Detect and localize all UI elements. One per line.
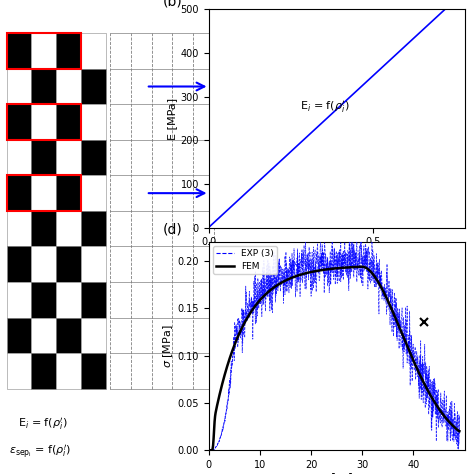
Text: material: material bbox=[212, 98, 253, 108]
Bar bbox=[31, 33, 56, 69]
Bar bbox=[7, 353, 31, 389]
Bar bbox=[7, 246, 31, 282]
Bar bbox=[81, 211, 106, 246]
Bar bbox=[56, 33, 81, 69]
EXP (3) bbox=[350, 235, 356, 240]
EXP (3) bbox=[356, 271, 361, 277]
Bar bbox=[7, 318, 31, 353]
Bar bbox=[56, 318, 81, 353]
Bar bbox=[31, 211, 56, 246]
Bar bbox=[56, 211, 81, 246]
Bar bbox=[7, 33, 81, 69]
Y-axis label: E [MPa]: E [MPa] bbox=[168, 98, 178, 139]
Bar bbox=[7, 175, 31, 211]
Text: material: material bbox=[212, 204, 253, 215]
EXP (3) bbox=[327, 290, 332, 295]
FEM bbox=[355, 264, 361, 270]
Bar bbox=[31, 175, 56, 211]
EXP (3) bbox=[412, 357, 418, 363]
Bar bbox=[81, 140, 106, 175]
X-axis label: $\varepsilon$ [%]: $\varepsilon$ [%] bbox=[320, 472, 353, 474]
Bar bbox=[56, 353, 81, 389]
Text: $\varepsilon_{\rm sep_i}$ = f($\rho_i^{\prime}$): $\varepsilon_{\rm sep_i}$ = f($\rho_i^{\… bbox=[9, 444, 71, 461]
EXP (3) bbox=[456, 433, 462, 438]
Bar bbox=[56, 246, 81, 282]
EXP (3) bbox=[451, 433, 457, 439]
Bar bbox=[81, 246, 106, 282]
Bar bbox=[31, 282, 56, 318]
Text: (b): (b) bbox=[163, 0, 182, 8]
Bar bbox=[81, 318, 106, 353]
Bar bbox=[81, 69, 106, 104]
Bar bbox=[7, 69, 31, 104]
FEM bbox=[456, 428, 462, 434]
Bar bbox=[7, 282, 31, 318]
Text: E$_i$ = f($\rho_i^{\prime}$): E$_i$ = f($\rho_i^{\prime}$) bbox=[18, 416, 67, 432]
Legend: EXP (3), FEM: EXP (3), FEM bbox=[213, 246, 276, 274]
FEM bbox=[359, 264, 365, 270]
Bar bbox=[81, 282, 106, 318]
FEM bbox=[325, 266, 330, 272]
FEM bbox=[206, 447, 211, 453]
Bar bbox=[81, 104, 106, 140]
Bar bbox=[56, 140, 81, 175]
Text: (d): (d) bbox=[163, 222, 182, 237]
Bar bbox=[81, 33, 106, 69]
FEM bbox=[341, 265, 347, 271]
EXP (3) bbox=[341, 252, 347, 258]
Bar bbox=[31, 353, 56, 389]
Bar bbox=[7, 33, 31, 69]
Bar bbox=[7, 211, 31, 246]
Bar bbox=[31, 104, 56, 140]
Bar bbox=[7, 140, 31, 175]
Bar bbox=[56, 175, 81, 211]
Bar bbox=[31, 318, 56, 353]
Bar bbox=[7, 104, 31, 140]
Bar bbox=[7, 104, 81, 140]
Bar bbox=[31, 69, 56, 104]
Y-axis label: $\sigma$ [MPa]: $\sigma$ [MPa] bbox=[161, 324, 174, 368]
Bar bbox=[31, 246, 56, 282]
Text: Soft (0): Soft (0) bbox=[212, 181, 247, 191]
FEM bbox=[327, 266, 332, 272]
Text: Hard (1): Hard (1) bbox=[212, 74, 252, 84]
EXP (3) bbox=[206, 447, 211, 453]
EXP (3) bbox=[325, 257, 330, 263]
FEM bbox=[451, 424, 457, 429]
Bar bbox=[81, 175, 106, 211]
Text: E$_i$ = f($\rho_i^{\prime}$): E$_i$ = f($\rho_i^{\prime}$) bbox=[301, 99, 350, 115]
Bar bbox=[81, 353, 106, 389]
Line: EXP (3): EXP (3) bbox=[209, 237, 459, 450]
Bar bbox=[7, 175, 81, 211]
Bar bbox=[56, 104, 81, 140]
X-axis label: $\rho$': $\rho$' bbox=[330, 249, 343, 264]
Bar bbox=[31, 140, 56, 175]
FEM bbox=[412, 361, 418, 366]
Line: FEM: FEM bbox=[209, 267, 459, 450]
Bar bbox=[56, 69, 81, 104]
Bar bbox=[56, 282, 81, 318]
